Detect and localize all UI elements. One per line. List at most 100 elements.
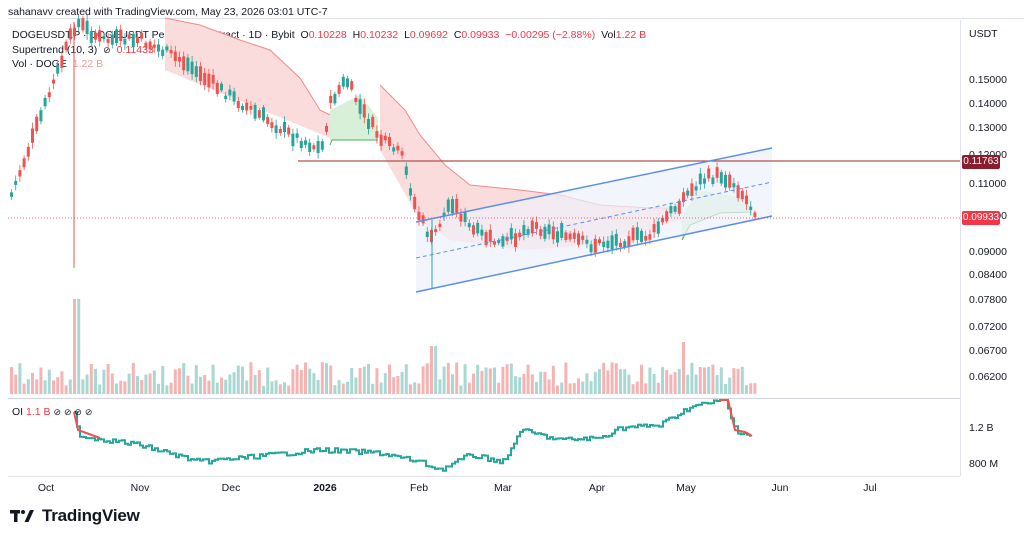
candle-body [635, 227, 639, 240]
volume-bar [110, 373, 114, 394]
candle-body [467, 223, 471, 228]
volume-bar [329, 365, 333, 394]
candle-body [257, 110, 261, 118]
volume-bar [115, 383, 118, 394]
candle-body [136, 36, 139, 44]
candle-body [682, 192, 685, 203]
volume-bar [707, 366, 711, 394]
volume-bar [451, 374, 454, 394]
candle-body [509, 228, 513, 240]
candle-body [434, 229, 438, 233]
volume-label[interactable]: Vol · DOGE [12, 58, 67, 70]
tradingview-logo[interactable]: TradingView [10, 506, 140, 526]
volume-bar [241, 366, 244, 394]
volume-bar [753, 383, 757, 394]
candle-body [249, 106, 253, 110]
volume-bar [644, 383, 648, 394]
volume-bar [434, 346, 438, 394]
volume-bar [337, 380, 341, 394]
oi-legend[interactable]: OI 1.1 B ⊘ ⊘ ⊘ ⊘ [12, 406, 92, 418]
candle-body [644, 235, 648, 241]
volume-bar [526, 364, 530, 394]
candle-body [22, 158, 26, 168]
candle-body [421, 215, 425, 224]
candle-body [404, 166, 408, 175]
volume-bar [295, 364, 299, 394]
candle-body [199, 66, 202, 81]
candle-body [719, 172, 723, 184]
candle-body [47, 92, 51, 98]
volume-bar [262, 385, 265, 394]
volume-bar [711, 364, 715, 394]
candle-body [656, 221, 660, 234]
volume-bar [682, 342, 685, 394]
candle-body [26, 146, 30, 157]
volume-bar [245, 380, 249, 394]
candle-body [64, 41, 68, 51]
volume-bar [10, 367, 13, 394]
candle-body [585, 239, 589, 244]
supertrend-label[interactable]: Supertrend (10, 3) [12, 43, 98, 56]
volume-bar [379, 382, 383, 394]
time-label: Dec [221, 482, 241, 494]
volume-bar [73, 299, 76, 394]
high-value: 0.10232 [360, 29, 399, 41]
candle-body [152, 44, 156, 48]
candle-body [115, 29, 118, 44]
eye-off-icon[interactable]: ⊘ [84, 407, 93, 417]
candle-body [425, 231, 429, 238]
volume-bar [308, 368, 312, 394]
volume-bar [102, 369, 106, 394]
candle-body [299, 141, 303, 149]
volume-bar [98, 384, 102, 394]
volume-bar [610, 362, 614, 394]
price-axis[interactable]: USDT 0.15000 0.14000 0.13000 0.12000 0.1… [960, 20, 1024, 476]
oi-label[interactable]: OI [12, 406, 24, 418]
volume-bar [698, 366, 702, 394]
time-axis[interactable]: Oct Nov Dec 2026 Feb Mar Apr May Jun Jul [8, 476, 960, 497]
volume-bar [677, 368, 681, 394]
candle-body [568, 233, 572, 240]
volume-bar [551, 365, 555, 394]
eye-off-icon[interactable]: ⊘ [63, 407, 72, 417]
candle-body [39, 110, 43, 122]
eye-off-icon[interactable]: ⊘ [74, 407, 82, 417]
candle-body [543, 226, 547, 239]
volume-bar [577, 378, 580, 394]
volume-legend-row[interactable]: Vol · DOGE 1.22 B [12, 57, 649, 72]
volume-bar [480, 370, 484, 394]
volume-bar [346, 381, 349, 394]
volume-bar [131, 362, 135, 394]
candle-body [245, 102, 249, 111]
volume-bar [493, 367, 496, 394]
candle-body [610, 235, 614, 250]
candle-body [241, 105, 244, 110]
volume-bar [661, 367, 664, 394]
candle-body [530, 220, 534, 234]
volume-value: 1.22 B [72, 58, 104, 70]
volume-bar [409, 384, 412, 394]
volume-bar [52, 380, 55, 394]
volume-bar [312, 373, 316, 394]
volume-bar [274, 380, 278, 394]
oi-line [74, 398, 751, 472]
low-label: L [404, 29, 410, 41]
candle-body [287, 127, 291, 135]
volume-bar [719, 367, 723, 394]
eye-off-icon[interactable]: ⊘ [103, 44, 111, 55]
eye-off-icon[interactable]: ⊘ [53, 407, 62, 417]
oi-pane-divider[interactable] [8, 398, 960, 399]
candle-body [627, 236, 631, 248]
candle-body [367, 119, 370, 129]
candle-body [346, 78, 349, 88]
volume-bar [581, 381, 585, 394]
candle-body [110, 34, 114, 45]
volume-bar [31, 372, 34, 394]
volume-bar [467, 382, 471, 394]
price-chart[interactable] [0, 0, 960, 476]
candle-body [89, 30, 93, 43]
volume-bar [236, 365, 240, 394]
candle-body [623, 241, 627, 248]
channel-mid-line [415, 181, 773, 259]
candle-body [472, 225, 475, 235]
